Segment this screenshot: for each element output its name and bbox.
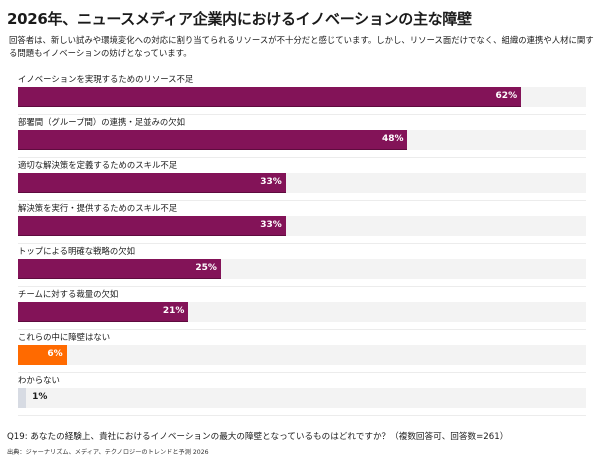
bar (18, 130, 408, 150)
bar-track: 6% (18, 345, 586, 365)
category-label: 部署間（グループ間）の連携・足並みの欠如 (18, 117, 185, 127)
category-label: イノベーションを実現するためのリソース不足 (18, 74, 194, 84)
bar-row: 適切な解決策を定義するためのスキル不足 33% (18, 158, 586, 201)
bar (18, 216, 286, 236)
value-label: 33% (260, 177, 282, 187)
bar-track: 1% (18, 388, 586, 408)
source-note: 出典：ジャーナリズム、メディア、テクノロジーのトレンドと予測 2026 (7, 449, 209, 456)
value-label: 21% (162, 306, 185, 316)
bar-row: これらの中に障壁はない 6% (18, 330, 586, 373)
value-label: 62% (495, 91, 518, 101)
bar-row: 部署間（グループ間）の連携・足並みの欠如 48% (18, 115, 586, 158)
bar (18, 173, 286, 193)
category-label: わからない (18, 375, 60, 385)
value-label: 48% (381, 134, 404, 144)
value-label: 25% (195, 263, 217, 273)
bar (18, 259, 221, 279)
bar-row: わからない 1% (18, 373, 586, 416)
bar (18, 345, 67, 365)
value-label: 33% (260, 220, 282, 230)
chart-subtitle: 回答者は、新しい試みや環境変化への対応に割り当てられるリソースが不十分だと感じて… (9, 35, 594, 58)
bar (18, 302, 189, 322)
category-label: 適切な解決策を定義するためのスキル不足 (18, 160, 178, 170)
bar-track: 62% (18, 87, 586, 107)
bar (18, 87, 522, 107)
chart-title: 2026年、ニュースメディア企業内におけるイノベーションの主な障壁 (7, 10, 472, 28)
bar-track: 33% (18, 173, 586, 193)
bar (18, 388, 27, 408)
bar-track: 33% (18, 216, 586, 236)
bar-chart: イノベーションを実現するためのリソース不足 62% 部署間（グループ間）の連携・足並… (18, 72, 586, 416)
bar-track: 25% (18, 259, 586, 279)
value-label: 6% (47, 349, 63, 359)
bar-track: 21% (18, 302, 586, 322)
category-label: トップによる明確な戦略の欠如 (18, 246, 135, 256)
category-label: これらの中に障壁はない (18, 332, 111, 342)
category-label: チームに対する裁量の欠如 (18, 289, 119, 299)
survey-question: Q19: あなたの経験上、貴社におけるイノベーションの最大の障壁となっているもの… (7, 432, 509, 442)
category-label: 解決策を実行・提供するためのスキル不足 (18, 203, 178, 213)
bar-track: 48% (18, 130, 586, 150)
bar-row: チームに対する裁量の欠如 21% (18, 287, 586, 330)
bar-row: 解決策を実行・提供するためのスキル不足 33% (18, 201, 586, 244)
bar-row: トップによる明確な戦略の欠如 25% (18, 244, 586, 287)
value-label: 1% (32, 392, 48, 402)
bar-row: イノベーションを実現するためのリソース不足 62% (18, 72, 586, 115)
